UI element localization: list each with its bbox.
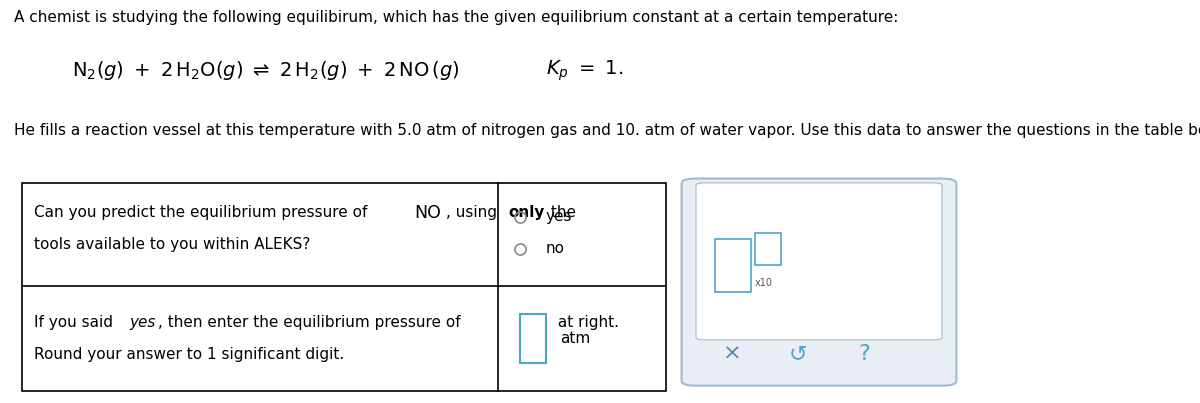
Text: $\mathsf{N_2(}g\mathsf{)\ +\ 2\,H_2O(}g\mathsf{)\ \rightleftharpoons\ 2\,H_2(}g\: $\mathsf{N_2(}g\mathsf{)\ +\ 2\,H_2O(}g\… bbox=[72, 59, 460, 82]
FancyBboxPatch shape bbox=[682, 179, 956, 386]
Text: ×: × bbox=[722, 344, 742, 364]
Text: at right.: at right. bbox=[553, 315, 619, 330]
Text: x10: x10 bbox=[755, 278, 773, 288]
Text: Can you predict the equilibrium pressure of: Can you predict the equilibrium pressure… bbox=[34, 205, 372, 220]
Text: NO: NO bbox=[414, 204, 440, 222]
Text: A chemist is studying the following equilibirum, which has the given equilibrium: A chemist is studying the following equi… bbox=[14, 10, 899, 25]
Bar bbox=[22, 183, 666, 391]
Text: If you said: If you said bbox=[34, 315, 118, 330]
Text: NO: NO bbox=[521, 314, 547, 331]
Bar bbox=[755, 233, 781, 266]
Bar bbox=[715, 239, 751, 292]
Text: the: the bbox=[546, 205, 576, 220]
Text: He fills a reaction vessel at this temperature with 5.0 atm of nitrogen gas and : He fills a reaction vessel at this tempe… bbox=[14, 123, 1200, 138]
Text: no: no bbox=[546, 241, 565, 256]
Text: Round your answer to 1 significant digit.: Round your answer to 1 significant digit… bbox=[34, 347, 344, 362]
Text: yes: yes bbox=[546, 209, 572, 224]
Text: , using: , using bbox=[446, 205, 503, 220]
FancyBboxPatch shape bbox=[696, 183, 942, 340]
Text: ↺: ↺ bbox=[788, 344, 808, 364]
Text: ?: ? bbox=[858, 344, 870, 364]
Text: yes: yes bbox=[130, 315, 156, 330]
Text: atm: atm bbox=[560, 331, 590, 346]
Bar bbox=[520, 314, 546, 363]
Text: only: only bbox=[509, 205, 545, 220]
Text: $\mathit{K}_{\mathit{p}}\ =\ 1.$: $\mathit{K}_{\mathit{p}}\ =\ 1.$ bbox=[546, 58, 623, 83]
Text: tools available to you within ALEKS?: tools available to you within ALEKS? bbox=[34, 237, 310, 252]
Text: , then enter the equilibrium pressure of: , then enter the equilibrium pressure of bbox=[158, 315, 466, 330]
